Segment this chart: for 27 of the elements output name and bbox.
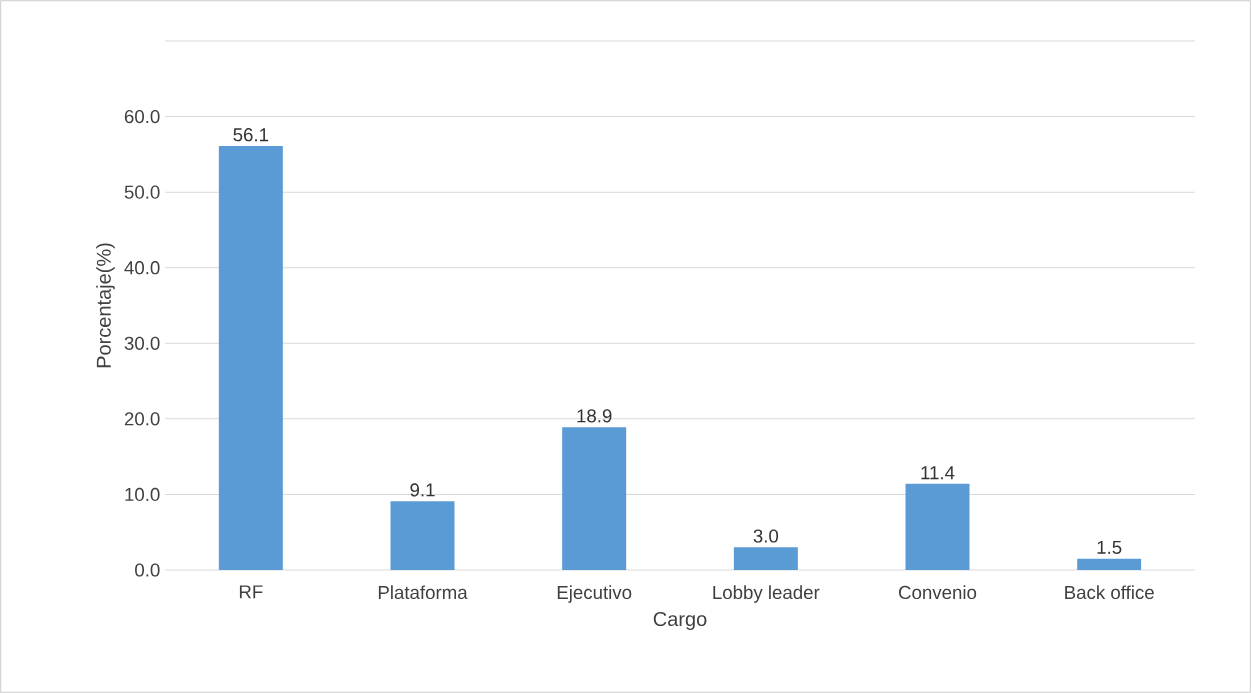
x-tick-label: Convenio: [899, 585, 977, 600]
y-axis-title: Porcentaje(%): [96, 243, 115, 368]
y-tick-label: 60.0: [124, 109, 160, 124]
y-tick-label: 40.0: [124, 261, 160, 275]
y-tick-label: 30.0: [124, 336, 160, 350]
data-label: 1.5: [1097, 540, 1122, 554]
x-tick-label: RF: [239, 585, 263, 599]
y-tick-label: 50.0: [124, 185, 160, 199]
bar: [733, 547, 798, 570]
bar: [1077, 558, 1142, 570]
x-tick-label: Ejecutivo: [557, 585, 632, 603]
data-label: 18.9: [577, 409, 612, 423]
x-tick-label: Plataforma: [378, 585, 468, 600]
data-label: 9.1: [410, 483, 435, 497]
y-tick-label: 20.0: [124, 412, 160, 426]
y-tick-label: 0.0: [135, 563, 160, 577]
x-tick-label: Back office: [1065, 585, 1154, 600]
bar: [218, 146, 283, 570]
data-label: 11.4: [921, 466, 955, 480]
x-tick-label: Lobby leader: [713, 585, 820, 603]
bar: [562, 427, 627, 570]
bar: [390, 501, 455, 570]
y-tick-label: 10.0: [125, 487, 160, 502]
data-label: 56.1: [233, 128, 269, 142]
x-axis-title: Cargo: [653, 611, 707, 631]
bar: [905, 483, 970, 570]
data-label: 3.0: [753, 529, 779, 543]
